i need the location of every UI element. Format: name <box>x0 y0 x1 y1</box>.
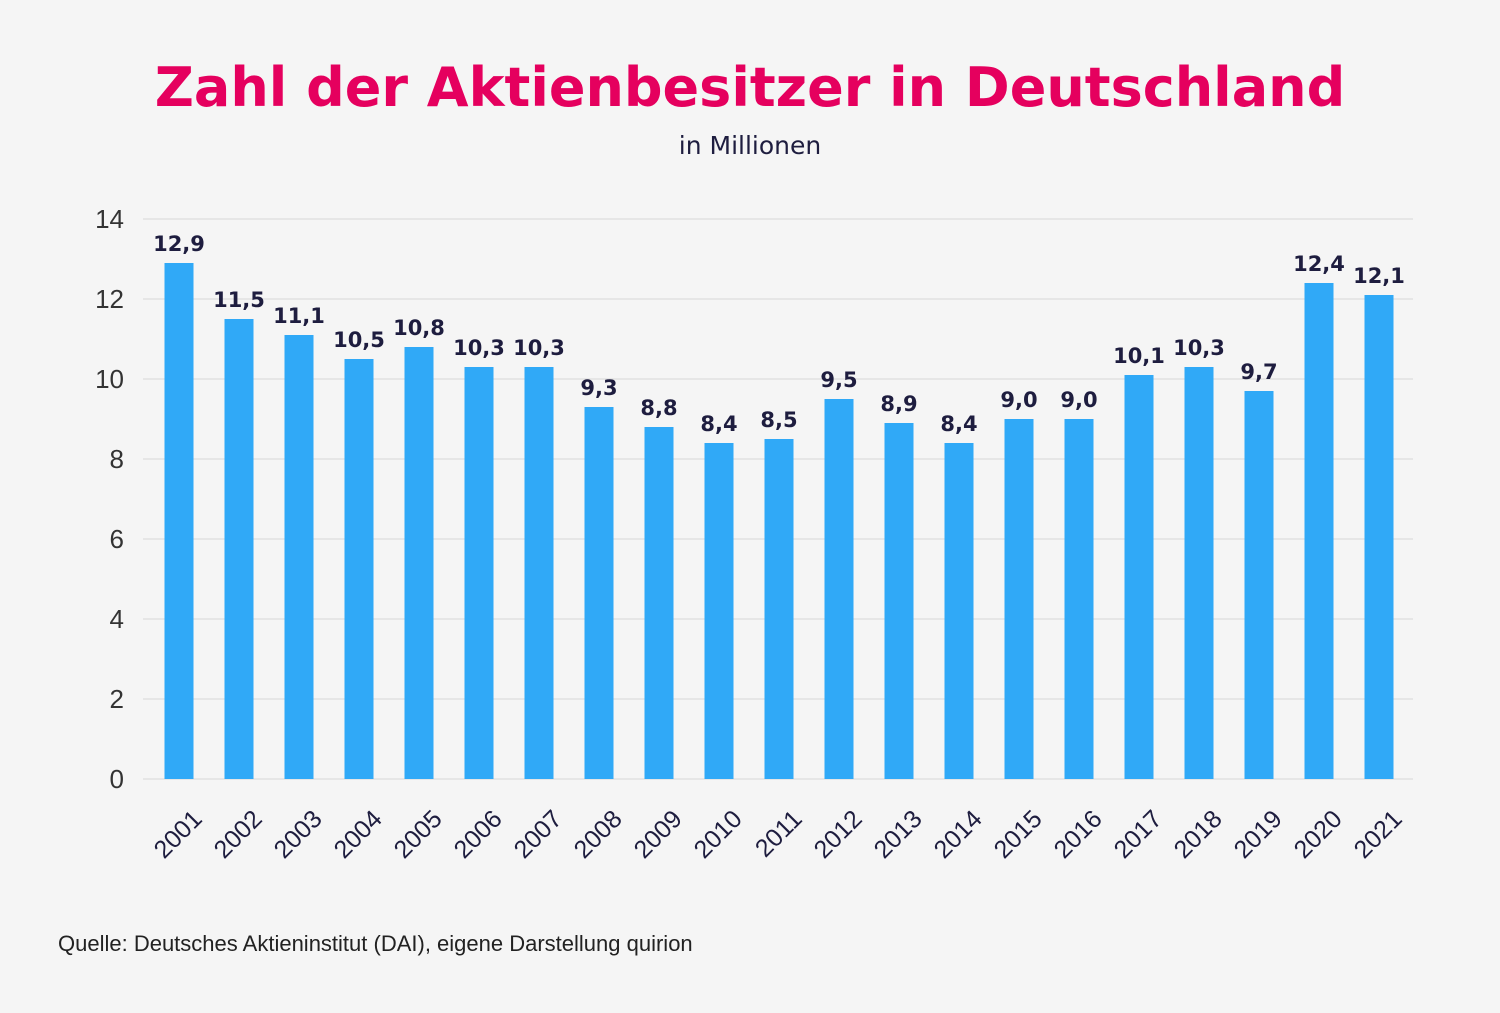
data-label-2010: 8,4 <box>700 412 737 436</box>
x-tick-label-2012: 2012 <box>809 805 868 864</box>
x-tick-label-2017: 2017 <box>1109 805 1168 864</box>
bar-2011 <box>764 439 794 779</box>
y-tick-label: 10 <box>95 364 124 394</box>
bar-2020 <box>1304 283 1334 779</box>
x-axis-ticks: 2001 2002 2003 2004 2005 2006 2007 2008 2009 2010… <box>149 805 1408 864</box>
x-tick-label-2016: 2016 <box>1049 805 1108 864</box>
bar-2009 <box>644 427 674 779</box>
data-label-2014: 8,4 <box>940 412 977 436</box>
x-tick-label-2005: 2005 <box>389 805 448 864</box>
y-tick-label: 12 <box>95 284 124 314</box>
data-label-2005: 10,8 <box>393 316 445 340</box>
data-label-2007: 10,3 <box>513 336 565 360</box>
data-label-2020: 12,4 <box>1293 252 1345 276</box>
y-tick-label: 4 <box>110 604 124 634</box>
x-tick-label-2020: 2020 <box>1289 805 1348 864</box>
x-tick-label-2006: 2006 <box>449 805 508 864</box>
bar-2016 <box>1064 419 1094 779</box>
data-label-2015: 9,0 <box>1000 388 1037 412</box>
y-axis-ticks: 0 2 4 6 8 10 12 14 <box>95 204 124 794</box>
data-label-2006: 10,3 <box>453 336 505 360</box>
x-tick-label-2001: 2001 <box>149 805 208 864</box>
chart-title: Zahl der Aktienbesitzer in Deutschland <box>154 56 1346 119</box>
data-label-2012: 9,5 <box>820 368 857 392</box>
x-tick-label-2008: 2008 <box>569 805 628 864</box>
bar-2019 <box>1244 391 1274 779</box>
x-tick-label-2004: 2004 <box>329 805 388 864</box>
data-label-2021: 12,1 <box>1353 264 1405 288</box>
data-label-2016: 9,0 <box>1060 388 1097 412</box>
data-label-2001: 12,9 <box>153 232 205 256</box>
y-tick-label: 0 <box>110 764 124 794</box>
x-tick-label-2007: 2007 <box>509 805 568 864</box>
bar-2005 <box>404 347 434 779</box>
x-tick-label-2015: 2015 <box>989 805 1048 864</box>
bar-2006 <box>464 367 494 779</box>
data-label-2009: 8,8 <box>640 396 677 420</box>
source-note: Quelle: Deutsches Aktieninstitut (DAI), … <box>58 931 693 956</box>
bar-2015 <box>1004 419 1034 779</box>
bar-2021 <box>1364 295 1394 779</box>
bar-2001 <box>164 263 194 779</box>
y-tick-label: 8 <box>110 444 124 474</box>
bar-2013 <box>884 423 914 779</box>
x-tick-label-2011: 2011 <box>750 805 808 863</box>
bar-2012 <box>824 399 854 779</box>
x-tick-label-2014: 2014 <box>929 805 988 864</box>
x-tick-label-2002: 2002 <box>209 805 268 864</box>
x-tick-label-2003: 2003 <box>269 805 328 864</box>
data-label-2011: 8,5 <box>760 408 797 432</box>
data-label-2019: 9,7 <box>1240 360 1277 384</box>
data-label-2008: 9,3 <box>580 376 617 400</box>
bar-2003 <box>284 335 314 779</box>
bars <box>164 263 1394 779</box>
data-label-2013: 8,9 <box>880 392 917 416</box>
y-tick-label: 14 <box>95 204 124 234</box>
chart-subtitle: in Millionen <box>678 131 822 160</box>
x-tick-label-2021: 2021 <box>1349 805 1408 864</box>
x-tick-label-2009: 2009 <box>629 805 688 864</box>
data-label-2017: 10,1 <box>1113 344 1165 368</box>
bar-2002 <box>224 319 254 779</box>
bar-2018 <box>1184 367 1214 779</box>
bar-2010 <box>704 443 734 779</box>
data-label-2004: 10,5 <box>333 328 385 352</box>
x-tick-label-2018: 2018 <box>1169 805 1228 864</box>
data-label-2002: 11,5 <box>213 288 265 312</box>
y-tick-label: 2 <box>110 684 124 714</box>
bar-2014 <box>944 443 974 779</box>
bar-2007 <box>524 367 554 779</box>
x-tick-label-2013: 2013 <box>869 805 928 864</box>
data-label-2003: 11,1 <box>273 304 325 328</box>
bar-2008 <box>584 407 614 779</box>
x-tick-label-2019: 2019 <box>1229 805 1288 864</box>
data-labels: 12,9 11,5 11,1 10,5 10,8 10,3 10,3 9,3 8,8 8,4 8,5… <box>153 232 1405 436</box>
data-label-2018: 10,3 <box>1173 336 1225 360</box>
x-tick-label-2010: 2010 <box>689 805 748 864</box>
bar-2017 <box>1124 375 1154 779</box>
bar-2004 <box>344 359 374 779</box>
y-tick-label: 6 <box>110 524 124 554</box>
